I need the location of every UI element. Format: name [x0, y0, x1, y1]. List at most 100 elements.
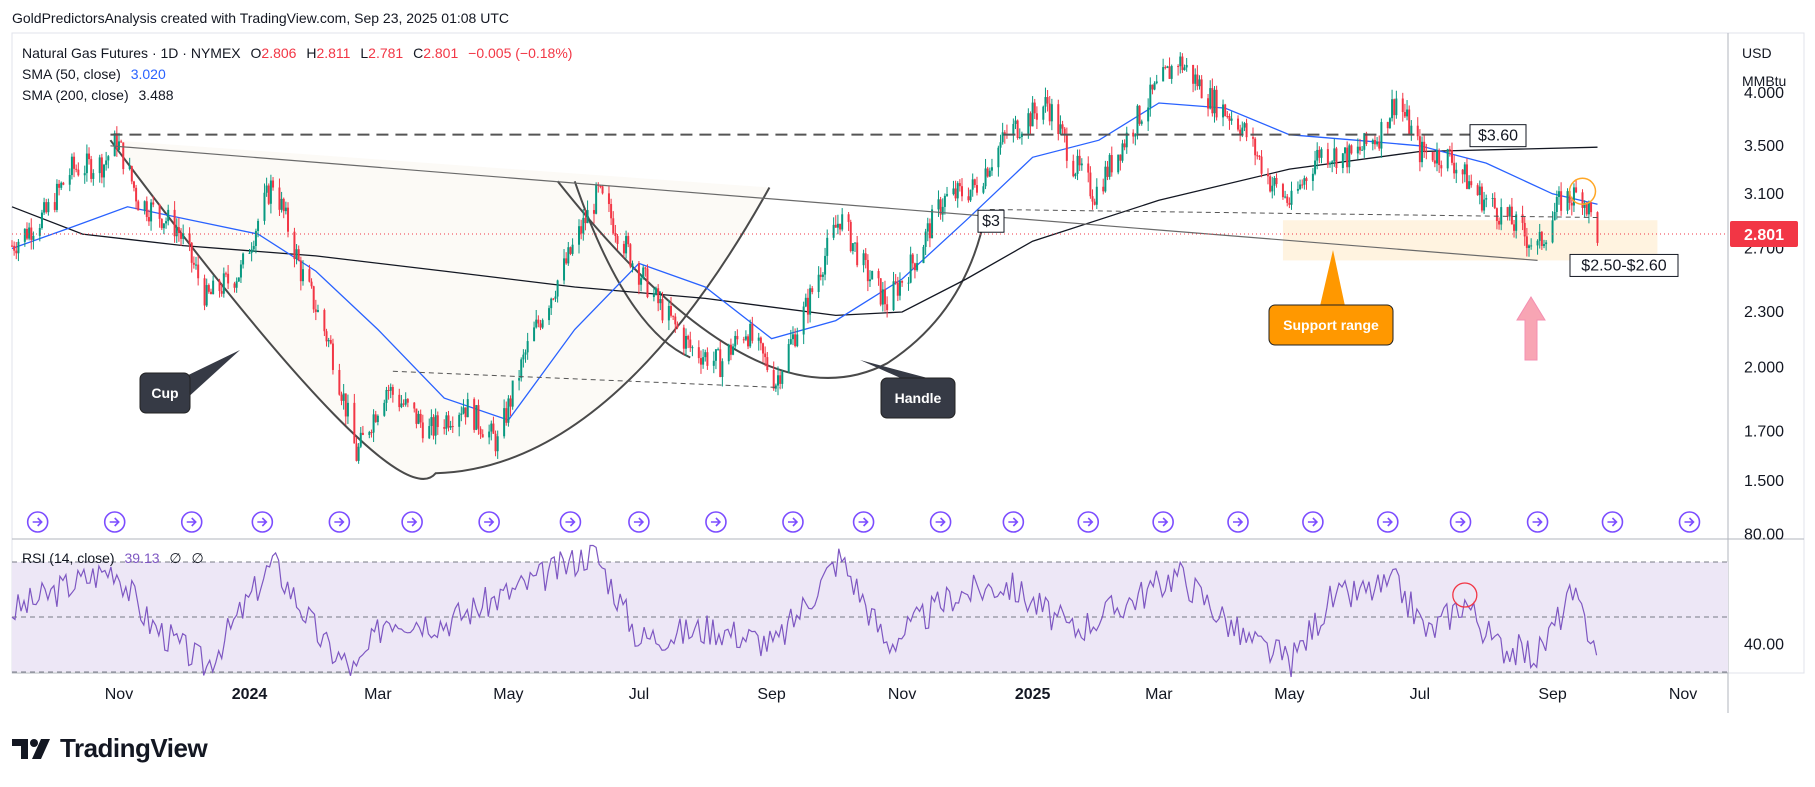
event-icon[interactable] — [852, 511, 875, 533]
event-icon[interactable] — [1227, 511, 1249, 533]
candle-body — [640, 278, 643, 285]
candle-body — [1091, 196, 1094, 202]
candle-body — [55, 183, 58, 210]
candle-body — [682, 327, 685, 349]
candle-body — [565, 258, 568, 264]
event-icon[interactable] — [180, 511, 203, 533]
event-icon-arrow — [257, 517, 268, 527]
event-icon[interactable] — [1449, 511, 1472, 533]
candle-body — [135, 187, 138, 202]
candle-body — [1438, 150, 1441, 166]
candle-body — [622, 243, 625, 254]
candle-body — [511, 380, 514, 407]
candle-body — [1194, 74, 1197, 84]
price-tick-label: 2.000 — [1744, 359, 1784, 376]
candle-body — [1506, 207, 1509, 217]
candle-body — [383, 402, 386, 416]
candle-body — [103, 164, 106, 178]
event-icon[interactable] — [1601, 511, 1624, 533]
event-icon[interactable] — [559, 511, 582, 533]
tradingview-logo[interactable]: TradingView — [12, 733, 208, 764]
candle-body — [1301, 184, 1304, 186]
candle-body — [967, 196, 970, 201]
candle-body — [481, 434, 484, 438]
event-icon[interactable] — [1002, 511, 1025, 533]
candle-body — [699, 358, 702, 365]
event-icon-arrow — [935, 517, 946, 527]
event-icon[interactable] — [1526, 511, 1549, 533]
candle-body — [372, 414, 375, 433]
candle-body — [684, 335, 687, 349]
event-icon[interactable] — [1152, 511, 1174, 533]
event-icon[interactable] — [251, 511, 274, 533]
candle-body — [1168, 66, 1171, 79]
candle-body — [973, 179, 976, 186]
candle-body — [939, 199, 942, 215]
price-axis[interactable]: USDMMBtu1.5001.7002.0002.3002.7003.1003.… — [1730, 45, 1798, 654]
candle-body — [1425, 151, 1428, 153]
event-icon-arrow — [1307, 517, 1319, 527]
candle-body — [287, 207, 290, 232]
candle-body — [1207, 98, 1210, 109]
event-icon[interactable] — [782, 511, 804, 533]
candle-body — [1125, 132, 1128, 148]
candle-body — [1065, 135, 1068, 161]
candle-body — [569, 247, 572, 254]
candle-body — [451, 425, 454, 427]
event-icon[interactable] — [478, 511, 500, 533]
candle-body — [982, 186, 985, 193]
candle-body — [1583, 202, 1586, 208]
candle-body — [353, 402, 356, 444]
event-icon[interactable] — [628, 511, 650, 533]
label-resistance-box — [1469, 124, 1527, 148]
candle-body — [398, 394, 401, 408]
candle-body — [479, 428, 482, 435]
event-icon[interactable] — [1376, 511, 1399, 533]
candle-body — [907, 282, 910, 284]
time-axis[interactable]: Nov 2024 Mar May Jul Sep Nov 2025 Mar May Jul Sep No… — [105, 686, 1698, 703]
candle-body — [312, 286, 315, 310]
candle-body — [1316, 149, 1319, 161]
candle-body — [599, 185, 602, 187]
candle-body — [1513, 224, 1516, 231]
candle-body — [1495, 208, 1498, 221]
candle-body — [851, 243, 854, 252]
candle-body — [836, 223, 839, 228]
candle-body — [764, 353, 767, 358]
candle-body — [1288, 202, 1291, 205]
event-icon-arrow — [565, 517, 576, 527]
candle-body — [1575, 187, 1578, 193]
candle-body — [1440, 165, 1443, 169]
candle-body — [847, 214, 850, 222]
candle-body — [58, 183, 61, 188]
candle-body — [804, 297, 807, 307]
candle-body — [1461, 169, 1464, 175]
event-icon-arrow — [858, 517, 869, 527]
event-icon[interactable] — [26, 511, 49, 533]
candle-body — [1555, 196, 1558, 212]
candle-body — [1521, 214, 1524, 223]
candle-body — [400, 403, 403, 408]
event-icon[interactable] — [929, 511, 952, 533]
event-icon[interactable] — [705, 511, 727, 533]
event-icon[interactable] — [328, 511, 351, 533]
candle-body — [1230, 118, 1233, 121]
event-icon[interactable] — [103, 511, 126, 533]
legend-sma50: SMA (50, close) 3.020 — [22, 66, 166, 82]
event-icon[interactable] — [1302, 511, 1324, 533]
time-tick-label: 2025 — [1015, 686, 1051, 703]
event-icon[interactable] — [1678, 511, 1701, 533]
candle-body — [1211, 88, 1214, 114]
event-icon[interactable] — [401, 511, 423, 533]
candle-body — [702, 357, 705, 365]
tradingview-logo-icon — [12, 738, 50, 759]
candle-body — [263, 192, 266, 221]
candle-body — [637, 263, 640, 285]
candle-body — [1196, 74, 1199, 87]
candle-body — [1296, 188, 1299, 191]
candle-body — [789, 339, 792, 345]
event-icon[interactable] — [1077, 511, 1100, 533]
candle-body — [207, 285, 210, 292]
candle-body — [443, 427, 446, 429]
